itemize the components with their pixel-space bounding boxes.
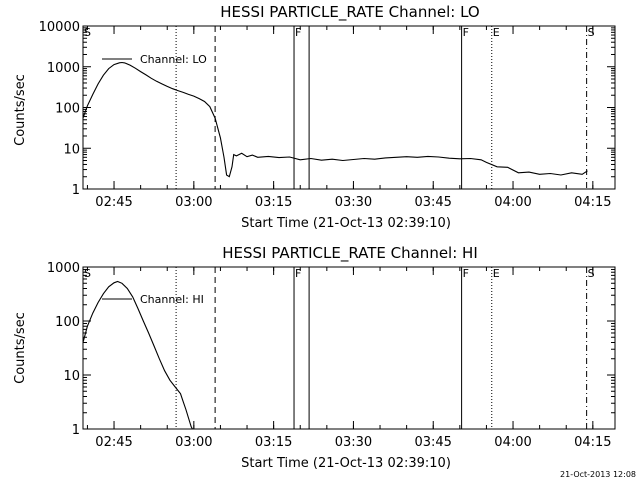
- y-tick-label: 10000: [39, 20, 80, 35]
- y-tick-label: 1: [72, 423, 80, 438]
- chart-title-lo: HESSI PARTICLE_RATE Channel: LO: [220, 3, 479, 22]
- x-tick-label: 04:00: [494, 195, 531, 210]
- y-tick-label: 1000: [47, 61, 80, 76]
- tick-group-lo: 02:45 03:00 03:15 03:30 03:45 04:00 04:15 1 10 10…: [39, 20, 615, 210]
- footer-timestamp: 21-Oct-2013 12:08: [560, 470, 636, 479]
- event-marker-label: F: [463, 26, 469, 39]
- y-tick-label: 1000: [47, 261, 80, 276]
- event-marker-label: E: [493, 267, 500, 280]
- y-tick-label: 100: [55, 315, 80, 330]
- tick-group-hi: 02:45 03:00 03:15 03:30 03:45 04:00 04:15 1 10 10…: [47, 261, 615, 450]
- chart-title-hi: HESSI PARTICLE_RATE Channel: HI: [222, 244, 478, 263]
- y-axis-label-lo: Counts/sec: [13, 74, 28, 146]
- legend-hi: Channel: HI: [102, 293, 204, 306]
- series-group-hi: [82, 280, 193, 430]
- event-marker-label: E: [493, 26, 500, 39]
- panel-lo: HESSI PARTICLE_RATE Channel: LO Counts/s…: [13, 3, 616, 231]
- event-marker-label: F: [295, 26, 301, 39]
- legend-lo: Channel: LO: [102, 53, 207, 66]
- plot-frame-hi: [82, 266, 616, 430]
- x-tick-label: 02:45: [95, 435, 132, 450]
- y-tick-label: 10: [63, 142, 80, 157]
- x-tick-label: 03:30: [335, 435, 372, 450]
- event-marker-label: F: [295, 267, 301, 280]
- x-tick-label: 04:00: [494, 435, 531, 450]
- x-axis-label-hi: Start Time (21-Oct-13 02:39:10): [241, 456, 451, 471]
- x-tick-label: 04:15: [574, 435, 611, 450]
- x-tick-label: 02:45: [95, 195, 132, 210]
- legend-label-hi: Channel: HI: [140, 293, 204, 306]
- event-marker-label: S: [84, 26, 91, 39]
- y-tick-label: 1: [72, 183, 80, 198]
- x-tick-label: 03:15: [255, 195, 292, 210]
- event-marker-label: S: [84, 267, 91, 280]
- plot-frame-lo: [82, 25, 616, 190]
- x-tick-label: 03:30: [335, 195, 372, 210]
- x-tick-label: 03:00: [175, 435, 212, 450]
- x-tick-label: 03:45: [414, 435, 451, 450]
- y-tick-label: 10: [63, 369, 80, 384]
- x-tick-label: 03:45: [414, 195, 451, 210]
- x-tick-label: 04:15: [574, 195, 611, 210]
- legend-label-lo: Channel: LO: [140, 53, 207, 66]
- y-axis-label-hi: Counts/sec: [13, 312, 28, 384]
- y-tick-label: 100: [55, 102, 80, 117]
- x-axis-label-lo: Start Time (21-Oct-13 02:39:10): [241, 216, 451, 231]
- event-marker-label: F: [463, 267, 469, 280]
- series-line-0: [82, 61, 588, 178]
- event-marker-label: S: [588, 267, 595, 280]
- event-marker-label: S: [588, 26, 595, 39]
- x-tick-label: 03:00: [175, 195, 212, 210]
- series-line-0: [82, 280, 193, 430]
- panel-hi: HESSI PARTICLE_RATE Channel: HI Counts/s…: [13, 244, 616, 471]
- series-group-lo: [82, 61, 588, 178]
- x-tick-label: 03:15: [255, 435, 292, 450]
